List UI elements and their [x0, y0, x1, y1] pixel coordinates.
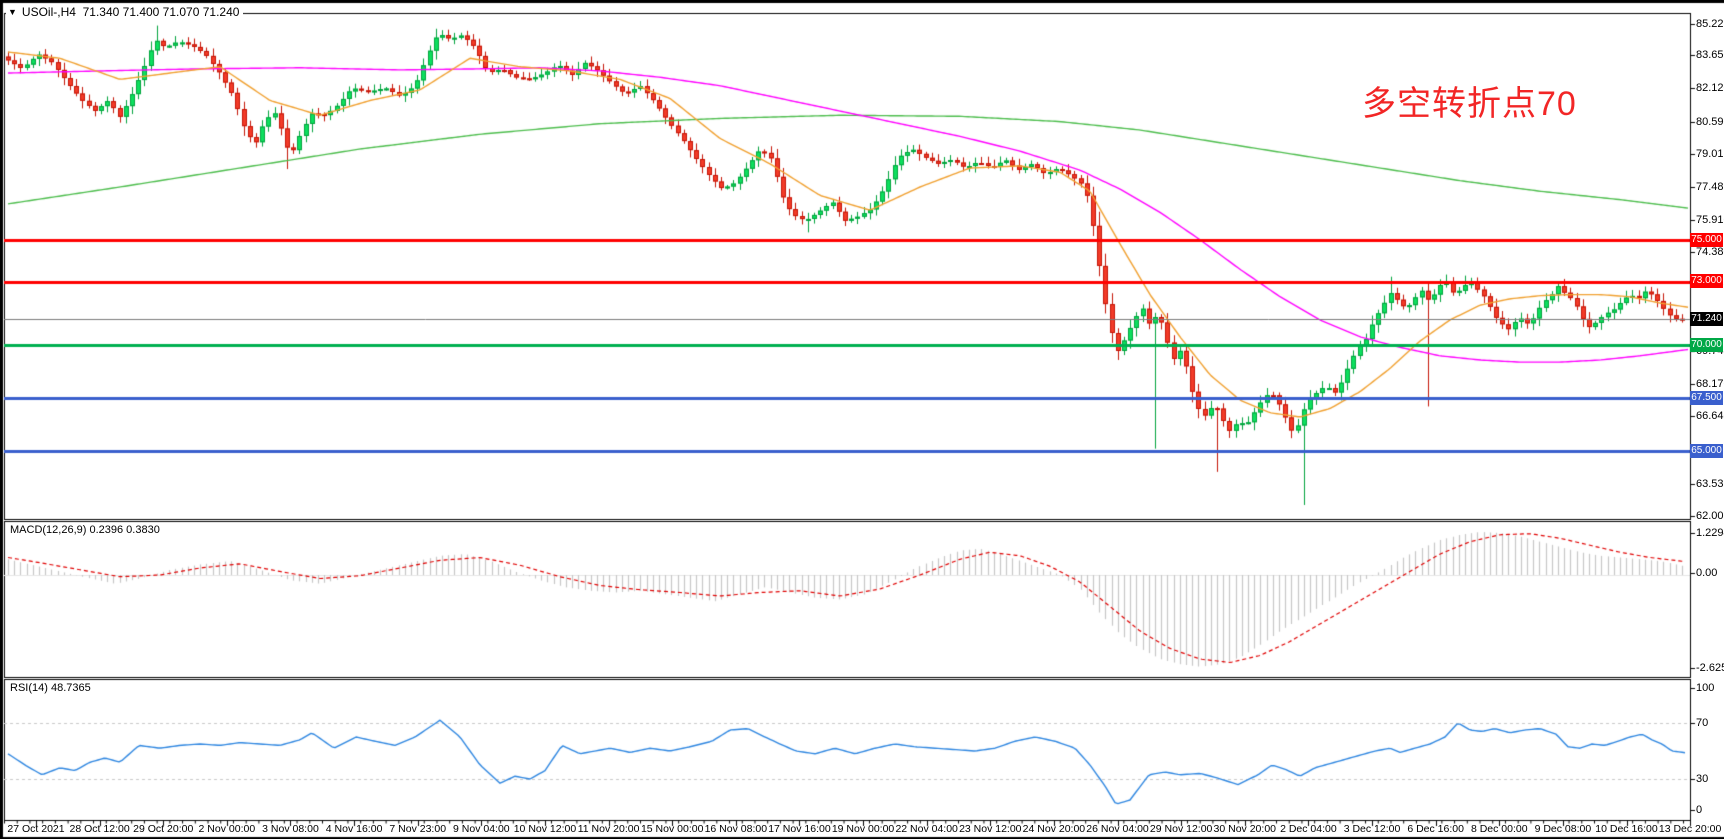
price-level-badge: 73.000: [1690, 274, 1723, 288]
time-axis-label: 17 Nov 16:00: [768, 823, 831, 835]
price-level-badge: 70.000: [1690, 338, 1723, 352]
time-axis-label: 9 Nov 04:00: [453, 823, 510, 835]
time-axis-label: 16 Nov 08:00: [704, 823, 768, 835]
price-level-badge: 75.000: [1690, 233, 1723, 247]
time-axis-label: 30 Nov 20:00: [1213, 823, 1276, 835]
time-axis-label: 15 Nov 00:00: [640, 823, 704, 835]
price-axis-label: 66.640: [1696, 410, 1724, 422]
time-axis-label: 29 Nov 12:00: [1149, 823, 1213, 835]
price-level-badge: 65.000: [1690, 444, 1723, 458]
price-axis-label: 75.910: [1696, 214, 1724, 226]
time-axis-label: 13 Dec 20:00: [1658, 823, 1722, 835]
time-axis-label: 9 Dec 08:00: [1534, 823, 1592, 835]
time-axis-label: 2 Nov 00:00: [198, 823, 256, 835]
time-axis-label: 11 Nov 20:00: [577, 823, 640, 835]
time-axis-label: 24 Nov 20:00: [1022, 823, 1086, 835]
time-axis-label: 3 Dec 12:00: [1343, 823, 1401, 835]
time-axis-label: 6 Dec 16:00: [1407, 823, 1464, 835]
time-axis-label: 10 Dec 16:00: [1595, 823, 1658, 835]
time-axis-label: 26 Nov 04:00: [1086, 823, 1149, 835]
time-axis-label: 27 Oct 2021: [7, 823, 65, 835]
time-axis-label: 2 Dec 04:00: [1280, 823, 1337, 835]
rsi-axis-label: 70: [1696, 717, 1709, 729]
price-level-badge: 67.500: [1690, 391, 1723, 405]
chart-annotation: 多空转折点70: [1362, 85, 1577, 123]
price-axis-label: 82.120: [1696, 82, 1724, 94]
chart-ohlc-values: 71.340 71.400 71.070 71.240: [82, 5, 240, 19]
price-axis-label: 80.590: [1696, 116, 1724, 128]
chart-title: ▼ USOil-,H4 71.340 71.400 71.070 71.240: [6, 5, 244, 19]
time-axis-label: 23 Nov 12:00: [959, 823, 1022, 835]
rsi-axis-label: 30: [1696, 773, 1709, 785]
rsi-axis-label: 0: [1696, 804, 1703, 816]
macd-axis-label: 1.2294: [1696, 527, 1724, 539]
time-axis-label: 7 Nov 23:00: [389, 823, 447, 835]
price-axis-label: 74.380: [1696, 246, 1724, 258]
price-axis-label: 68.170: [1696, 378, 1724, 390]
macd-axis-label: 0.00: [1696, 567, 1718, 579]
symbol-dropdown-icon[interactable]: ▼: [8, 7, 17, 17]
time-axis-label: 19 Nov 00:00: [831, 823, 895, 835]
macd-axis-label: -2.6252: [1696, 662, 1724, 674]
rsi-indicator-label: RSI(14) 48.7365: [10, 682, 91, 694]
price-axis-label: 79.015: [1696, 148, 1724, 160]
price-axis-label: 62.005: [1696, 510, 1724, 522]
time-axis-label: 28 Oct 12:00: [69, 823, 130, 835]
macd-indicator-label: MACD(12,26,9) 0.2396 0.3830: [10, 524, 160, 536]
price-axis-label: 77.485: [1696, 181, 1724, 193]
chart-symbol-label: USOil-,H4: [21, 5, 76, 19]
time-axis-label: 22 Nov 04:00: [895, 823, 958, 835]
price-axis-label: 83.650: [1696, 49, 1724, 61]
time-axis-label: 4 Nov 16:00: [325, 823, 383, 835]
current-price-badge: 71.240: [1690, 312, 1723, 326]
price-axis-label: 85.225: [1696, 18, 1724, 30]
time-axis-label: 8 Dec 00:00: [1470, 823, 1528, 835]
rsi-axis-label: 100: [1696, 682, 1715, 694]
time-axis-label: 10 Nov 12:00: [513, 823, 577, 835]
time-axis-label: 3 Nov 08:00: [262, 823, 319, 835]
time-axis-label: 29 Oct 20:00: [133, 823, 194, 835]
price-axis-label: 63.535: [1696, 478, 1724, 490]
